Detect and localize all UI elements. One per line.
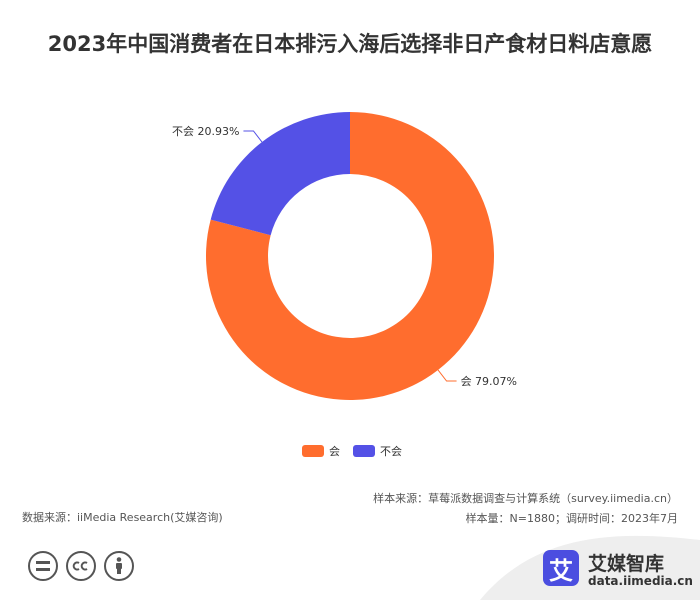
legend-swatch-0[interactable]: [302, 445, 324, 457]
sample-info-block: 样本来源：草莓派数据调查与计算系统（survey.iimedia.cn） 样本量…: [373, 489, 678, 529]
sample-info: 样本量：N=1880；调研时间：2023年7月: [465, 512, 678, 525]
brand-name: 艾媒智库: [588, 553, 665, 575]
leader-line-0: [437, 369, 457, 382]
person-icon: [104, 551, 134, 581]
pie-slice-1: [210, 112, 350, 236]
brand-url: data.iimedia.cn: [588, 574, 693, 588]
slice-label-1: 不会 20.93%: [172, 125, 239, 138]
leader-line-1: [243, 130, 263, 143]
pie-slice-0: [206, 112, 495, 400]
data-source: 数据来源：iiMedia Research(艾媒咨询): [22, 511, 223, 524]
slice-label-0: 会 79.07%: [461, 375, 517, 388]
sample-source: 样本来源：草莓派数据调查与计算系统（survey.iimedia.cn）: [373, 492, 678, 505]
legend-label-0[interactable]: 会: [329, 445, 340, 458]
equal-icon: [28, 551, 58, 581]
license-icons: [28, 551, 134, 581]
chart-title: 2023年中国消费者在日本排污入海后选择非日产食材日料店意愿: [47, 32, 653, 56]
brand-logo: 艾: [543, 550, 579, 586]
legend-swatch-1[interactable]: [353, 445, 375, 457]
cc-icon: [66, 551, 96, 581]
legend-label-1[interactable]: 不会: [380, 445, 402, 458]
